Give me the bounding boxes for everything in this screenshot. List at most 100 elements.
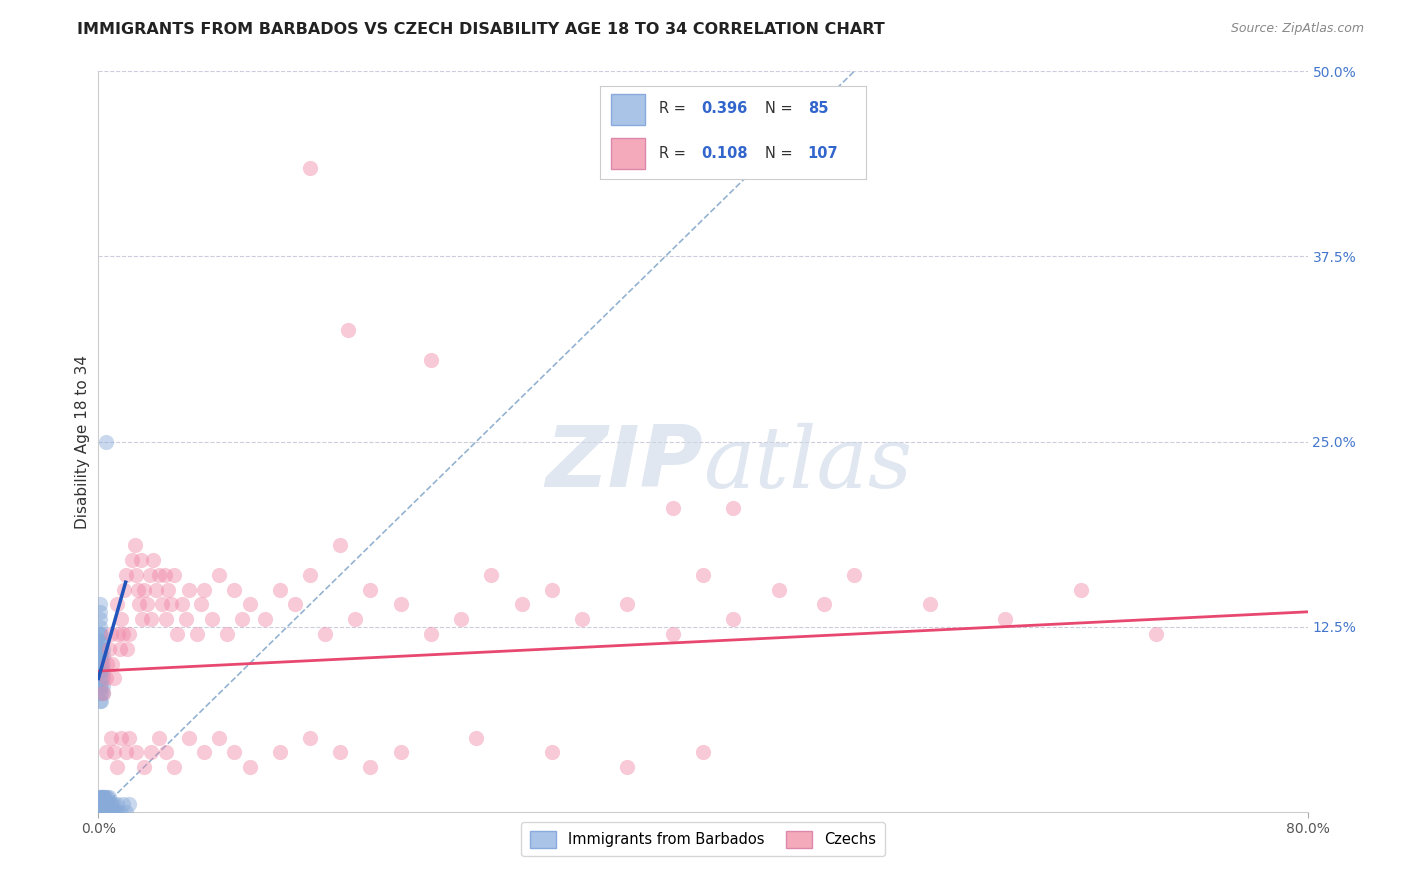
- Point: [118, 731, 141, 745]
- Point: [127, 582, 149, 597]
- Point: [139, 567, 162, 582]
- Point: [224, 746, 246, 760]
- Point: [93, 805, 115, 819]
- Point: [90, 789, 112, 804]
- Point: [100, 731, 122, 745]
- Point: [94, 797, 117, 812]
- Point: [481, 567, 503, 582]
- Point: [90, 627, 112, 641]
- Point: [132, 760, 155, 774]
- Point: [115, 641, 138, 656]
- Point: [148, 567, 170, 582]
- Point: [98, 805, 121, 819]
- Point: [170, 598, 193, 612]
- Point: [360, 760, 382, 774]
- Point: [844, 567, 866, 582]
- Point: [89, 679, 111, 693]
- Point: [98, 789, 121, 804]
- Point: [89, 641, 111, 656]
- Point: [132, 582, 155, 597]
- Point: [89, 657, 111, 671]
- Point: [93, 797, 115, 812]
- Point: [91, 686, 114, 700]
- Point: [329, 538, 352, 552]
- Point: [661, 627, 683, 641]
- Point: [93, 789, 115, 804]
- Point: [510, 598, 533, 612]
- Point: [125, 746, 148, 760]
- Point: [89, 627, 111, 641]
- Point: [89, 797, 111, 812]
- Point: [193, 582, 215, 597]
- Point: [91, 649, 114, 664]
- Point: [89, 805, 111, 819]
- Point: [89, 789, 111, 804]
- Point: [224, 582, 246, 597]
- Point: [166, 627, 188, 641]
- Point: [105, 598, 128, 612]
- Point: [124, 538, 146, 552]
- Point: [661, 501, 683, 516]
- Point: [89, 672, 111, 686]
- Point: [90, 679, 112, 693]
- Point: [89, 612, 111, 626]
- Point: [215, 627, 238, 641]
- Point: [1144, 627, 1167, 641]
- Point: [336, 324, 359, 338]
- Point: [155, 746, 177, 760]
- Point: [101, 657, 124, 671]
- Point: [465, 731, 488, 745]
- Point: [918, 598, 941, 612]
- Point: [89, 605, 111, 619]
- Point: [163, 760, 186, 774]
- Point: [89, 805, 111, 819]
- Point: [100, 797, 122, 812]
- Point: [89, 627, 111, 641]
- Point: [89, 664, 111, 678]
- Point: [89, 686, 111, 700]
- Point: [141, 612, 163, 626]
- Point: [389, 746, 412, 760]
- Point: [89, 634, 111, 648]
- Point: [90, 797, 112, 812]
- Point: [253, 612, 276, 626]
- Point: [813, 598, 835, 612]
- Point: [91, 805, 114, 819]
- Point: [118, 797, 141, 812]
- Point: [299, 731, 322, 745]
- Point: [89, 649, 111, 664]
- Point: [105, 797, 128, 812]
- Point: [89, 657, 111, 671]
- Point: [89, 789, 111, 804]
- Point: [208, 567, 231, 582]
- Point: [125, 567, 148, 582]
- Point: [299, 161, 322, 175]
- Point: [141, 746, 163, 760]
- Point: [91, 797, 114, 812]
- Point: [420, 627, 443, 641]
- Point: [163, 567, 186, 582]
- Point: [94, 746, 117, 760]
- Point: [103, 746, 125, 760]
- Point: [90, 672, 112, 686]
- Point: [156, 582, 179, 597]
- Point: [540, 746, 562, 760]
- Point: [105, 805, 128, 819]
- Point: [108, 641, 131, 656]
- Point: [231, 612, 253, 626]
- Point: [94, 789, 117, 804]
- Point: [121, 553, 143, 567]
- Point: [179, 731, 201, 745]
- Point: [692, 567, 714, 582]
- Text: IMMIGRANTS FROM BARBADOS VS CZECH DISABILITY AGE 18 TO 34 CORRELATION CHART: IMMIGRANTS FROM BARBADOS VS CZECH DISABI…: [77, 22, 886, 37]
- Point: [90, 657, 112, 671]
- Point: [89, 641, 111, 656]
- Point: [201, 612, 224, 626]
- Point: [723, 612, 745, 626]
- Text: ZIP: ZIP: [546, 422, 703, 505]
- Point: [101, 805, 124, 819]
- Point: [179, 582, 201, 597]
- Text: atlas: atlas: [703, 423, 912, 505]
- Point: [100, 627, 122, 641]
- Text: Source: ZipAtlas.com: Source: ZipAtlas.com: [1230, 22, 1364, 36]
